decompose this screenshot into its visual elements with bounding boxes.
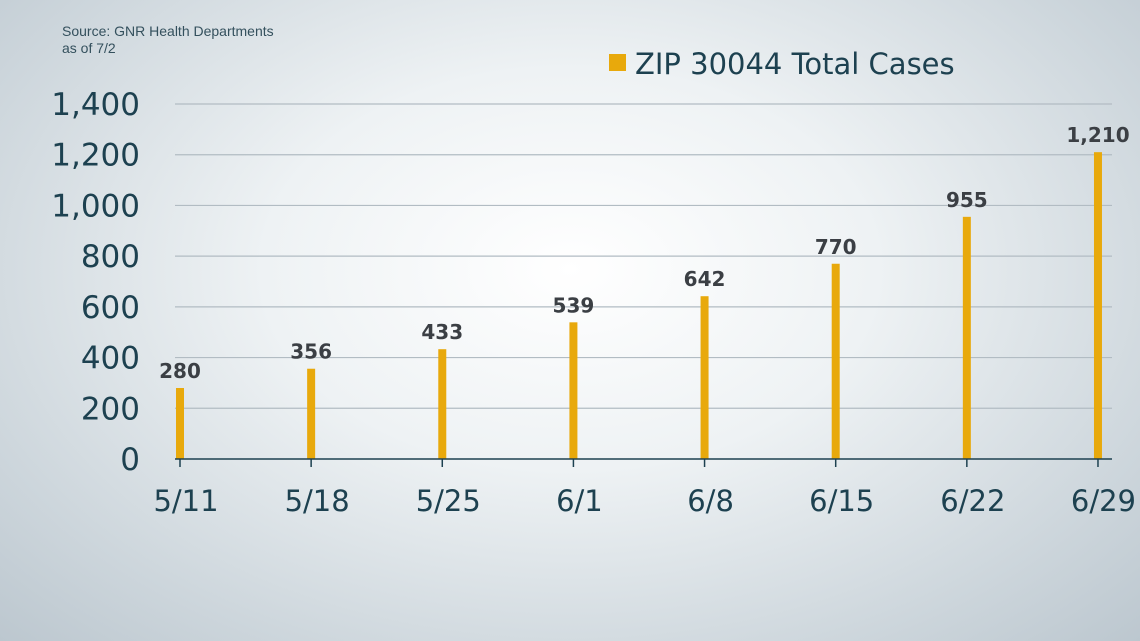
x-tick-label: 6/8 bbox=[687, 484, 734, 518]
source-note: Source: GNR Health Departments as of 7/2 bbox=[62, 23, 274, 57]
y-tick-label: 1,000 bbox=[51, 188, 140, 224]
bar bbox=[1093, 152, 1102, 459]
chart-legend: ZIP 30044 Total Cases bbox=[609, 47, 955, 81]
as-of-line: as of 7/2 bbox=[62, 40, 116, 56]
data-label: 433 bbox=[421, 320, 463, 344]
bar bbox=[307, 368, 316, 459]
bars: 280 356 433 539 642 770 955 1,210 bbox=[159, 123, 1130, 459]
x-tick-label: 5/11 bbox=[153, 484, 218, 518]
x-axis: 5/11 5/18 5/25 6/1 6/8 6/15 6/22 6/29 bbox=[153, 458, 1136, 518]
legend-swatch bbox=[609, 54, 626, 71]
data-label: 539 bbox=[553, 293, 595, 317]
data-label: 770 bbox=[815, 235, 857, 259]
data-label: 642 bbox=[684, 267, 726, 291]
data-label: 280 bbox=[159, 359, 201, 383]
data-label: 955 bbox=[946, 188, 988, 212]
x-tick-label: 6/29 bbox=[1071, 484, 1136, 518]
data-label: 1,210 bbox=[1066, 123, 1129, 147]
y-tick-label: 1,400 bbox=[51, 87, 140, 123]
y-tick-label: 800 bbox=[81, 239, 140, 275]
y-tick-label: 0 bbox=[120, 442, 140, 478]
bar bbox=[438, 349, 447, 459]
legend-label: ZIP 30044 Total Cases bbox=[635, 47, 955, 81]
x-tick-label: 6/15 bbox=[809, 484, 874, 518]
y-tick-label: 600 bbox=[81, 290, 140, 326]
x-tick-label: 6/22 bbox=[940, 484, 1005, 518]
gridlines bbox=[175, 103, 1112, 409]
bar bbox=[831, 263, 840, 459]
data-label: 356 bbox=[290, 340, 332, 364]
bar bbox=[569, 322, 578, 459]
y-tick-label: 200 bbox=[81, 391, 140, 427]
x-tick-label: 6/1 bbox=[556, 484, 603, 518]
source-line: Source: GNR Health Departments bbox=[62, 23, 274, 39]
bar bbox=[700, 296, 709, 459]
y-tick-label: 1,200 bbox=[51, 138, 140, 174]
y-tick-label: 400 bbox=[81, 341, 140, 377]
x-tick-label: 5/25 bbox=[416, 484, 481, 518]
bar bbox=[962, 216, 971, 459]
x-tick-label: 5/18 bbox=[285, 484, 350, 518]
y-axis: 0 200 400 600 800 1,000 1,200 1,400 bbox=[51, 87, 140, 478]
bar bbox=[176, 388, 184, 459]
